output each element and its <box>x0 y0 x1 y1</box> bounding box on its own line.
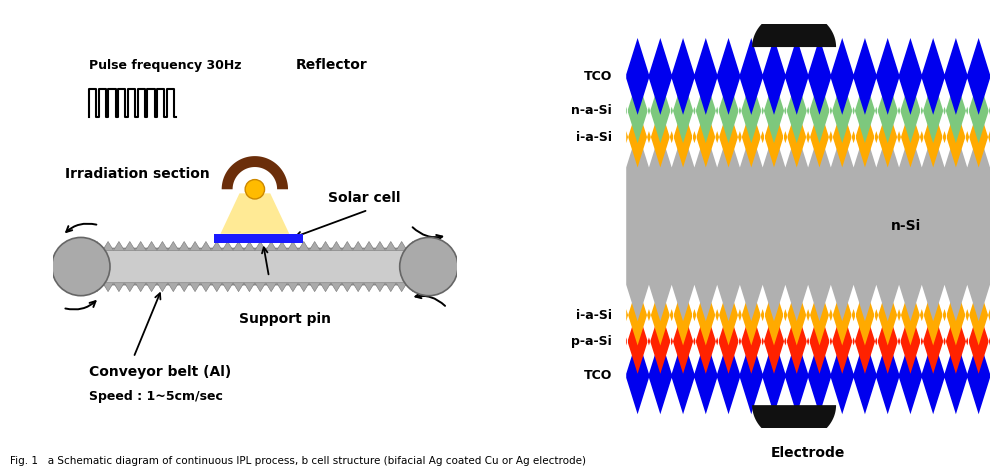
Text: Conveyor belt (Al): Conveyor belt (Al) <box>89 365 231 379</box>
Polygon shape <box>364 241 374 250</box>
Polygon shape <box>244 241 255 250</box>
Circle shape <box>400 238 458 296</box>
Polygon shape <box>309 241 320 250</box>
Polygon shape <box>124 241 135 250</box>
Polygon shape <box>135 241 146 250</box>
Polygon shape <box>374 283 385 292</box>
Circle shape <box>245 179 265 199</box>
Polygon shape <box>353 241 364 250</box>
Polygon shape <box>277 241 287 250</box>
Polygon shape <box>113 283 124 292</box>
Polygon shape <box>92 241 103 250</box>
Polygon shape <box>752 405 836 442</box>
Polygon shape <box>752 10 836 47</box>
Polygon shape <box>190 241 200 250</box>
Text: Pulse frequency 30Hz: Pulse frequency 30Hz <box>89 60 241 72</box>
Polygon shape <box>124 283 135 292</box>
Text: Reflector: Reflector <box>295 59 367 72</box>
Polygon shape <box>396 283 407 292</box>
Polygon shape <box>157 283 168 292</box>
Polygon shape <box>255 241 266 250</box>
Polygon shape <box>103 283 113 292</box>
Polygon shape <box>353 283 364 292</box>
Polygon shape <box>407 283 418 292</box>
Polygon shape <box>113 241 124 250</box>
Polygon shape <box>200 283 211 292</box>
Polygon shape <box>222 156 288 189</box>
Polygon shape <box>168 241 179 250</box>
Text: i-a-Si: i-a-Si <box>576 130 612 144</box>
Polygon shape <box>200 241 211 250</box>
Polygon shape <box>626 79 990 143</box>
Polygon shape <box>626 38 990 115</box>
Polygon shape <box>298 283 309 292</box>
Text: Speed : 1~5cm/sec: Speed : 1~5cm/sec <box>89 390 223 403</box>
Polygon shape <box>385 283 396 292</box>
Polygon shape <box>342 283 353 292</box>
Polygon shape <box>81 283 92 292</box>
Polygon shape <box>298 241 309 250</box>
Bar <box>214 234 303 243</box>
Polygon shape <box>135 283 146 292</box>
Text: Electrode: Electrode <box>771 446 845 460</box>
Polygon shape <box>222 283 233 292</box>
Polygon shape <box>81 241 92 250</box>
Polygon shape <box>320 241 331 250</box>
Polygon shape <box>407 241 418 250</box>
Polygon shape <box>233 241 244 250</box>
Polygon shape <box>222 241 233 250</box>
Polygon shape <box>266 241 277 250</box>
Polygon shape <box>233 283 244 292</box>
Text: Irradiation section: Irradiation section <box>65 167 209 180</box>
Polygon shape <box>626 337 990 414</box>
Polygon shape <box>103 241 113 250</box>
Polygon shape <box>385 241 396 250</box>
Polygon shape <box>146 241 157 250</box>
Polygon shape <box>331 241 342 250</box>
Polygon shape <box>626 131 990 321</box>
Polygon shape <box>396 241 407 250</box>
Text: p-a-Si: p-a-Si <box>571 335 612 348</box>
Polygon shape <box>364 283 374 292</box>
Polygon shape <box>157 241 168 250</box>
Text: TCO: TCO <box>584 70 612 83</box>
Polygon shape <box>287 241 298 250</box>
Text: TCO: TCO <box>584 369 612 382</box>
Polygon shape <box>320 283 331 292</box>
Polygon shape <box>190 283 200 292</box>
Text: Support pin: Support pin <box>239 312 331 326</box>
Text: Solar cell: Solar cell <box>328 191 400 205</box>
Circle shape <box>52 238 110 296</box>
FancyBboxPatch shape <box>79 248 431 285</box>
Polygon shape <box>179 283 190 292</box>
Text: n-Si: n-Si <box>891 219 921 233</box>
Polygon shape <box>309 283 320 292</box>
Polygon shape <box>211 283 222 292</box>
Polygon shape <box>331 283 342 292</box>
Polygon shape <box>277 283 287 292</box>
Polygon shape <box>626 107 990 168</box>
Polygon shape <box>374 241 385 250</box>
Polygon shape <box>211 241 222 250</box>
Polygon shape <box>418 283 429 292</box>
Polygon shape <box>418 241 429 250</box>
Polygon shape <box>92 283 103 292</box>
Polygon shape <box>168 283 179 292</box>
Text: Fig. 1   a Schematic diagram of continuous IPL process, b cell structure (bifaci: Fig. 1 a Schematic diagram of continuous… <box>10 456 586 466</box>
Polygon shape <box>626 309 990 374</box>
Polygon shape <box>244 283 255 292</box>
Polygon shape <box>146 283 157 292</box>
Polygon shape <box>179 241 190 250</box>
Polygon shape <box>287 283 298 292</box>
Text: i-a-Si: i-a-Si <box>576 308 612 322</box>
Polygon shape <box>626 285 990 346</box>
Polygon shape <box>266 283 277 292</box>
Polygon shape <box>220 193 289 234</box>
Polygon shape <box>255 283 266 292</box>
Polygon shape <box>342 241 353 250</box>
Text: n-a-Si: n-a-Si <box>571 104 612 117</box>
